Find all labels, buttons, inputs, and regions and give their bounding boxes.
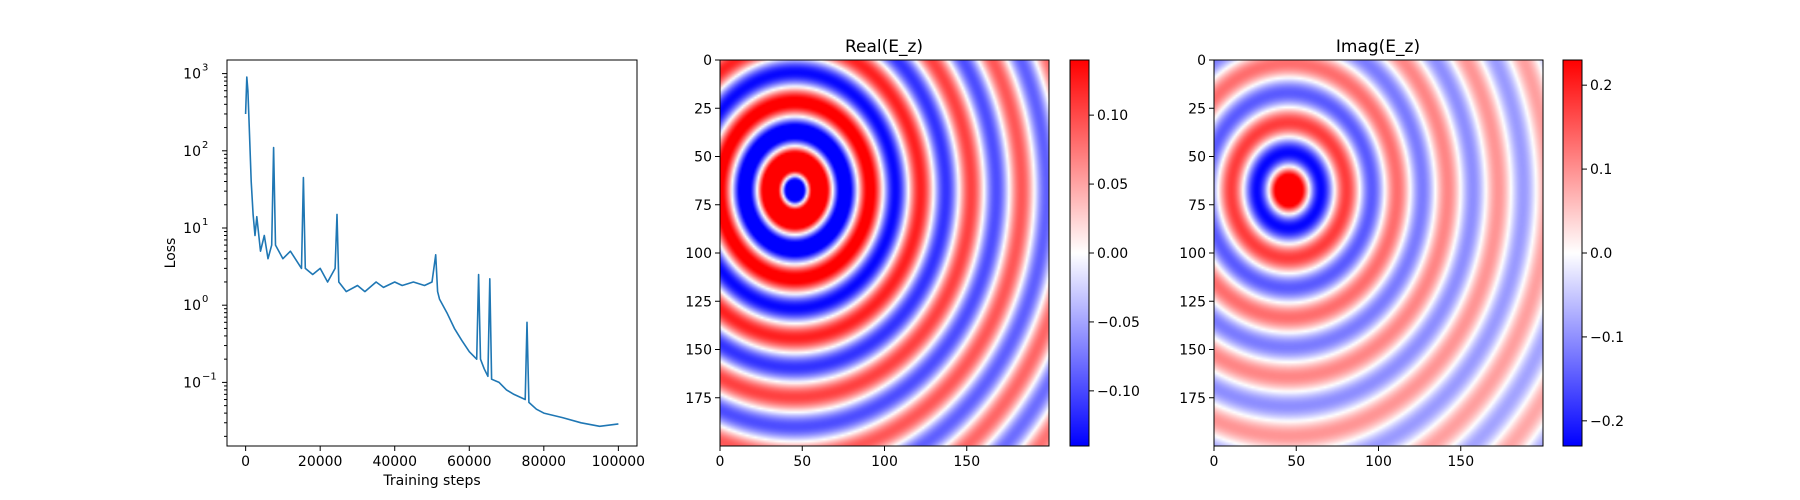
loss-y-tick-label: 10 <box>183 144 201 160</box>
loss-y-tick-exponent: −1 <box>202 371 217 382</box>
real-ez-y-axis: 0 25 50 75 100 125 150 175 <box>685 53 720 407</box>
heatmap-y-tick-label: 50 <box>1188 150 1206 166</box>
loss-y-tick-label: 10 <box>183 67 201 83</box>
colorbar-tick-label: 0.05 <box>1097 177 1128 193</box>
colorbar-tick-label: −0.05 <box>1097 315 1140 331</box>
imag-ez-colorbar <box>1562 59 1583 447</box>
heatmap-y-tick-label: 50 <box>694 150 712 166</box>
colorbar-tick-label: 0.2 <box>1590 78 1612 94</box>
heatmap-x-tick-label: 100 <box>1365 454 1392 470</box>
real-ez-heatmap <box>720 60 1049 446</box>
heatmap-y-tick-label: 0 <box>1197 53 1206 69</box>
heatmap-y-tick-label: 150 <box>1179 343 1206 359</box>
heatmap-y-tick-label: 0 <box>703 53 712 69</box>
heatmap-y-tick-label: 100 <box>1179 246 1206 262</box>
imag-ez-y-axis: 0 25 50 75 100 125 150 175 <box>1179 53 1214 407</box>
loss-y-label: Loss <box>163 238 179 269</box>
heatmap-x-tick-label: 0 <box>716 454 725 470</box>
imag-ez-panel: Imag(E_z) 0 50 100 150 0255075100125150175 … <box>1179 37 1624 470</box>
heatmap-y-tick-label: 25 <box>1188 101 1206 117</box>
heatmap-x-tick-label: 50 <box>793 454 811 470</box>
loss-y-tick-label: 10 <box>183 221 201 237</box>
heatmap-x-tick-label: 150 <box>953 454 980 470</box>
loss-plot-area <box>227 60 637 446</box>
heatmap-y-tick-label: 100 <box>685 246 712 262</box>
loss-x-axis: 0 20000 40000 60000 80000 100000 <box>241 446 645 470</box>
loss-y-tick-exponent: 0 <box>202 294 208 305</box>
heatmap-y-tick-label: 25 <box>694 101 712 117</box>
loss-axes-frame <box>226 59 638 447</box>
real-ez-x-axis: 0 50 100 150 <box>716 446 980 470</box>
heatmap-y-tick-label: 75 <box>1188 198 1206 214</box>
colorbar-tick-label: 0.0 <box>1590 246 1612 262</box>
loss-x-tick-label: 60000 <box>447 454 492 470</box>
heatmap-y-tick-label: 175 <box>685 391 712 407</box>
loss-x-tick-label: 80000 <box>522 454 567 470</box>
heatmap-x-tick-label: 150 <box>1447 454 1474 470</box>
imag-ez-x-axis: 0 50 100 150 <box>1210 446 1474 470</box>
heatmap-x-tick-label: 0 <box>1210 454 1219 470</box>
colorbar-tick-label: −0.10 <box>1097 384 1140 400</box>
real-ez-colorbar-ticks: 0.10 0.05 0.00 −0.05 −0.10 <box>1089 108 1140 400</box>
loss-x-tick-label: 40000 <box>372 454 417 470</box>
loss-x-tick-label: 0 <box>241 454 250 470</box>
colorbar-tick-label: 0.10 <box>1097 108 1128 124</box>
imag-ez-heatmap <box>1214 60 1543 446</box>
colorbar-tick-label: 0.1 <box>1590 162 1612 178</box>
colorbar-tick-label: 0.00 <box>1097 246 1128 262</box>
loss-y-tick-label: 10 <box>183 298 201 314</box>
heatmap-y-tick-label: 175 <box>1179 391 1206 407</box>
loss-x-tick-label: 20000 <box>298 454 343 470</box>
heatmap-y-tick-label: 125 <box>1179 294 1206 310</box>
real-ez-panel: Real(E_z) 0 50 100 150 0255075100125150175 … <box>685 37 1140 470</box>
heatmap-y-tick-label: 75 <box>694 198 712 214</box>
loss-y-tick-exponent: 1 <box>202 217 208 228</box>
colorbar-tick-label: −0.2 <box>1590 414 1624 430</box>
imag-ez-title: Imag(E_z) <box>1336 37 1420 57</box>
heatmap-x-tick-label: 50 <box>1287 454 1305 470</box>
loss-y-tick-label: 10 <box>183 375 201 391</box>
heatmap-x-tick-label: 100 <box>871 454 898 470</box>
colorbar-tick-label: −0.1 <box>1590 330 1624 346</box>
loss-x-tick-label: 100000 <box>592 454 645 470</box>
loss-y-tick-exponent: 2 <box>202 140 208 151</box>
imag-ez-colorbar-ticks: 0.2 0.1 0.0 −0.1 −0.2 <box>1582 78 1624 430</box>
heatmap-y-tick-label: 150 <box>685 343 712 359</box>
real-ez-title: Real(E_z) <box>845 37 923 57</box>
loss-series-line <box>244 76 619 428</box>
heatmap-y-tick-label: 125 <box>685 294 712 310</box>
loss-y-tick-exponent: 3 <box>202 63 208 74</box>
real-ez-colorbar <box>1069 59 1090 447</box>
loss-x-label: Training steps <box>382 473 480 489</box>
